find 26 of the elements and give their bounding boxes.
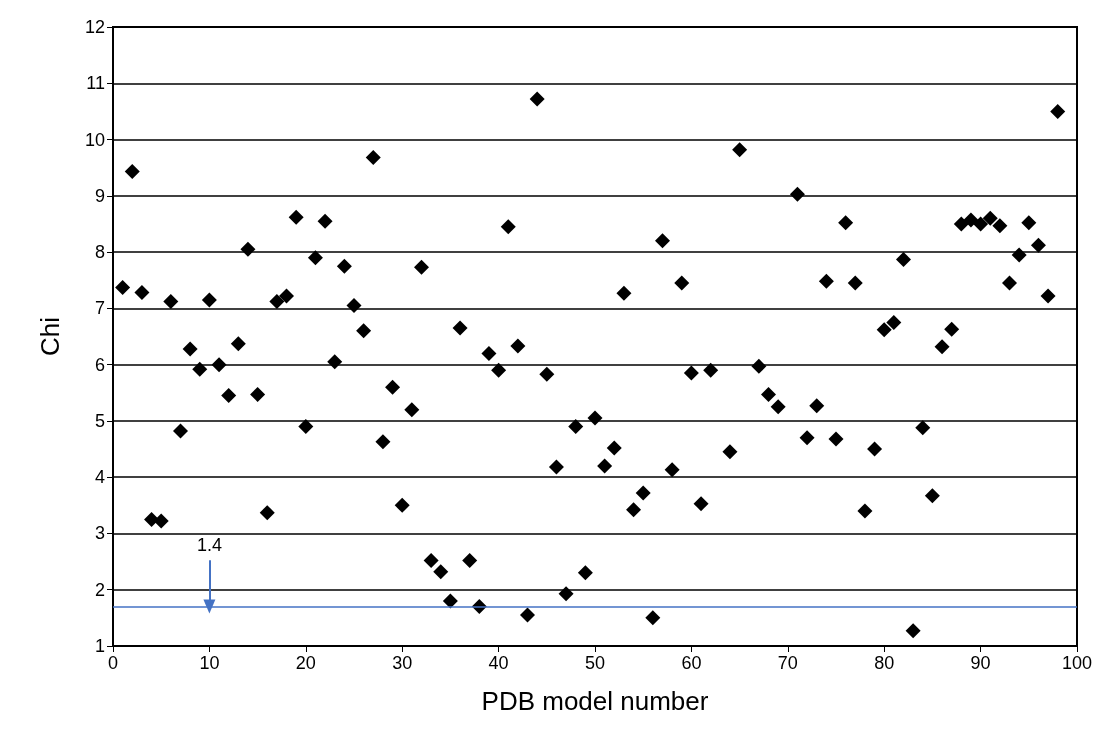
x-tick-label: 70 (777, 653, 798, 673)
x-tick-label: 100 (1061, 653, 1093, 673)
x-tick-label: 80 (874, 653, 895, 673)
y-tick-label: 10 (84, 129, 105, 150)
y-tick-label: 1 (94, 636, 105, 656)
y-tick-label: 6 (94, 354, 105, 375)
y-tick-label: 3 (94, 523, 105, 544)
y-tick-label: 2 (94, 579, 105, 600)
y-tick-label: 9 (94, 185, 105, 206)
y-tick-label: 11 (86, 73, 105, 94)
y-tick-label: 12 (84, 17, 105, 37)
y-tick-label: 7 (94, 298, 105, 319)
x-tick-label: 20 (295, 653, 316, 673)
x-tick-label: 50 (584, 653, 606, 673)
annotation: 1.4 (196, 535, 222, 556)
x-tick-label: 30 (392, 653, 413, 673)
y-tick-label: 8 (94, 242, 105, 263)
y-axis-title: Chi (35, 316, 65, 357)
y-tick-label: 4 (94, 467, 105, 488)
x-axis-title: PDB model number (481, 686, 709, 716)
x-tick-label: 60 (681, 653, 702, 673)
x-tick-label: 0 (107, 653, 119, 673)
x-tick-label: 90 (970, 653, 991, 673)
x-tick-label: 10 (199, 653, 220, 673)
x-tick-label: 40 (488, 653, 509, 673)
y-tick-label: 5 (94, 410, 105, 431)
